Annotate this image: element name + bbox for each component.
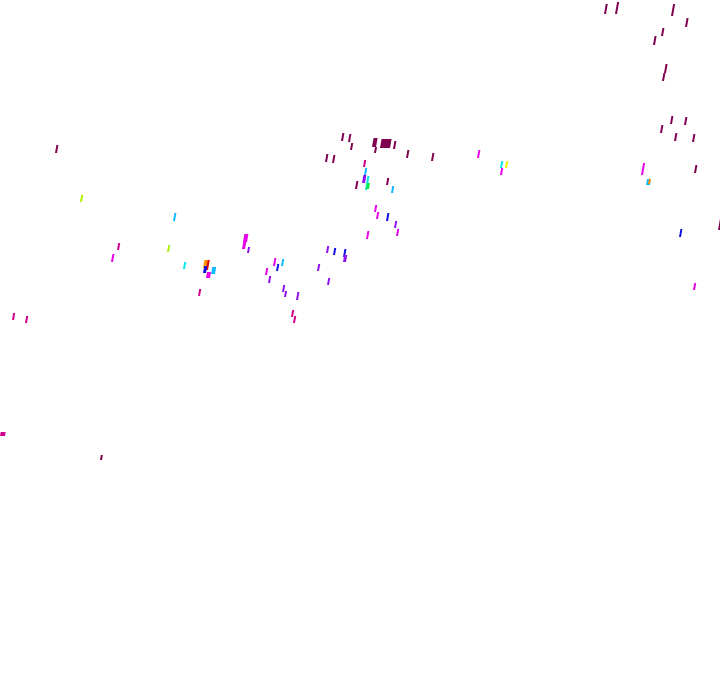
precipitation-cell — [326, 246, 330, 253]
precipitation-cell — [376, 212, 380, 219]
precipitation-cell — [660, 125, 664, 133]
precipitation-cell — [167, 245, 171, 252]
precipitation-cell — [641, 163, 646, 175]
precipitation-cell — [477, 150, 481, 158]
precipitation-cell — [396, 229, 400, 236]
precipitation-cell — [661, 28, 665, 36]
precipitation-cell — [173, 213, 177, 221]
precipitation-cell — [265, 268, 269, 275]
precipitation-cell — [348, 134, 352, 142]
precipitation-cell — [246, 247, 251, 253]
precipitation-cell — [393, 141, 397, 149]
precipitation-cell — [268, 276, 272, 283]
precipitation-cell — [380, 139, 392, 148]
precipitation-cell — [505, 161, 509, 168]
precipitation-cell — [341, 133, 345, 141]
precipitation-cell — [355, 181, 359, 189]
precipitation-cell — [684, 117, 688, 125]
precipitation-cell — [206, 272, 212, 278]
precipitation-cell — [293, 316, 297, 323]
precipitation-cell — [281, 259, 285, 266]
precipitation-cell — [211, 267, 217, 274]
precipitation-cell — [282, 285, 286, 292]
precipitation-cell — [674, 133, 678, 141]
precipitation-cell — [603, 4, 608, 14]
precipitation-cell — [364, 168, 368, 175]
precipitation-cell — [12, 313, 16, 320]
precipitation-cell — [718, 216, 720, 230]
precipitation-cell — [343, 255, 348, 262]
precipitation-cell — [648, 179, 651, 184]
precipitation-cell — [117, 243, 121, 250]
precipitation-cell — [662, 73, 666, 81]
precipitation-cell — [366, 231, 370, 239]
precipitation-cell — [111, 254, 115, 262]
precipitation-cell — [198, 289, 202, 296]
precipitation-cell — [79, 195, 84, 202]
precipitation-cell — [203, 266, 208, 273]
precipitation-cell — [500, 168, 504, 175]
precipitation-cell — [276, 264, 280, 271]
precipitation-cell — [374, 147, 378, 153]
precipitation-cell — [653, 36, 657, 45]
precipitation-cell — [284, 291, 288, 297]
precipitation-cell — [55, 145, 59, 153]
precipitation-cell — [692, 134, 696, 142]
precipitation-cell — [363, 160, 367, 167]
precipitation-cell — [100, 455, 103, 460]
precipitation-cell — [327, 278, 331, 285]
precipitation-cell — [679, 229, 683, 237]
precipitation-cell — [343, 249, 347, 257]
precipitation-cell — [374, 205, 378, 212]
precipitation-cell — [325, 154, 329, 162]
precipitation-cell — [273, 258, 277, 266]
precipitation-cell — [183, 262, 187, 269]
precipitation-cell — [685, 18, 689, 27]
precipitation-cell — [366, 183, 371, 189]
precipitation-cell — [332, 155, 336, 163]
precipitation-cell — [693, 283, 697, 290]
precipitation-cell — [372, 138, 378, 147]
precipitation-cell — [664, 64, 668, 73]
precipitation-cell — [350, 143, 354, 150]
precipitation-cell — [25, 316, 29, 323]
precipitation-cell — [615, 2, 620, 14]
precipitation-cell — [671, 4, 676, 16]
precipitation-cell — [333, 248, 337, 255]
precipitation-cell — [386, 213, 390, 221]
precipitation-cell — [361, 175, 367, 183]
precipitation-cell — [391, 186, 395, 193]
precipitation-cell — [670, 116, 674, 124]
precipitation-cell — [394, 221, 398, 228]
precipitation-cell — [406, 150, 410, 158]
precipitation-cell — [242, 242, 247, 249]
precipitation-cell — [243, 234, 249, 242]
precipitation-cell — [291, 310, 295, 317]
precipitation-cell — [0, 432, 6, 436]
precipitation-cell — [317, 264, 321, 271]
precipitation-cell — [386, 178, 390, 185]
precipitation-cell — [296, 292, 300, 300]
precipitation-cell — [500, 161, 504, 168]
precipitation-cell — [431, 153, 435, 161]
precipitation-cell — [694, 165, 698, 173]
